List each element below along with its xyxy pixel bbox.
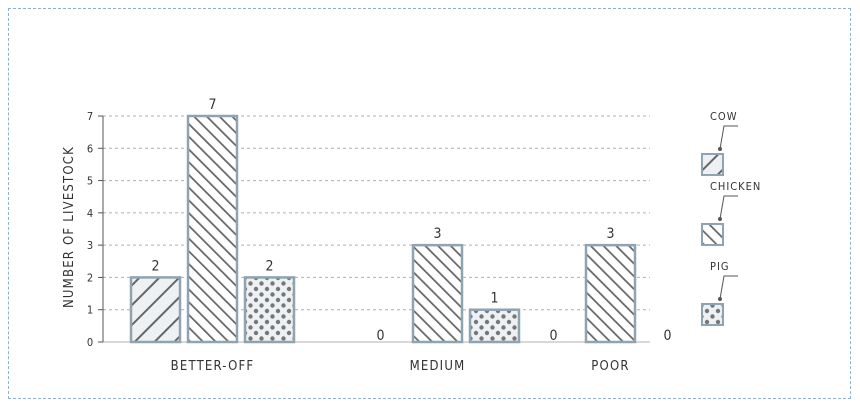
x-category-label: BETTER-OFF xyxy=(171,359,255,374)
y-tick-label: 0 xyxy=(87,336,93,349)
y-tick-label: 7 xyxy=(87,110,93,123)
data-label: 2 xyxy=(151,258,159,274)
legend-leader-dot xyxy=(718,217,722,221)
legend-leader-dot xyxy=(718,147,722,151)
data-label: 0 xyxy=(376,328,384,344)
legend-label: COW xyxy=(710,110,738,123)
bar-pig xyxy=(243,276,296,344)
y-tick-label: 1 xyxy=(87,304,93,317)
legend-swatch-cow xyxy=(701,153,724,176)
legend-leader-line xyxy=(719,125,738,150)
y-axis-title: NUMBER OF LIVESTOCK xyxy=(62,146,77,308)
data-label: 3 xyxy=(433,226,441,242)
gridlines xyxy=(103,115,650,343)
data-label: 3 xyxy=(606,226,614,242)
y-axis: 0 1 2 3 4 5 6 7 xyxy=(87,110,104,349)
bar-chicken xyxy=(411,243,464,344)
bar-chicken xyxy=(584,243,637,344)
y-tick-label: 3 xyxy=(87,239,93,252)
legend-label: PIG xyxy=(710,260,730,273)
x-category-label: MEDIUM xyxy=(410,359,466,374)
legend-label: CHICKEN xyxy=(710,180,761,193)
legend-leader-line xyxy=(719,195,738,220)
data-labels: 2 7 2 BETTER-OFF 0 3 1 MEDIUM 0 3 0 POOR xyxy=(151,97,671,374)
legend-item-pig: PIG xyxy=(701,260,738,326)
chart-frame xyxy=(8,8,851,399)
y-tick-label: 6 xyxy=(87,142,93,155)
data-label: 0 xyxy=(549,328,557,344)
legend-leader-line xyxy=(719,275,738,300)
legend-leader-dot xyxy=(718,297,722,301)
data-label: 2 xyxy=(265,258,273,274)
bar-chicken xyxy=(186,114,239,344)
data-label: 1 xyxy=(490,291,498,307)
data-label: 7 xyxy=(208,97,216,113)
bar-cow xyxy=(129,276,182,344)
bar-pig xyxy=(468,308,521,344)
legend: COW CHICKEN PIG xyxy=(701,110,761,326)
legend-item-chicken: CHICKEN xyxy=(701,180,761,246)
y-tick-label: 2 xyxy=(87,271,93,284)
data-label: 0 xyxy=(663,328,671,344)
y-tick-label: 5 xyxy=(87,175,93,188)
x-category-label: POOR xyxy=(591,359,629,374)
legend-swatch-pig xyxy=(701,303,724,326)
legend-item-cow: COW xyxy=(701,110,738,176)
y-tick-label: 4 xyxy=(87,207,93,220)
legend-swatch-chicken xyxy=(701,223,724,246)
bars xyxy=(129,114,637,344)
